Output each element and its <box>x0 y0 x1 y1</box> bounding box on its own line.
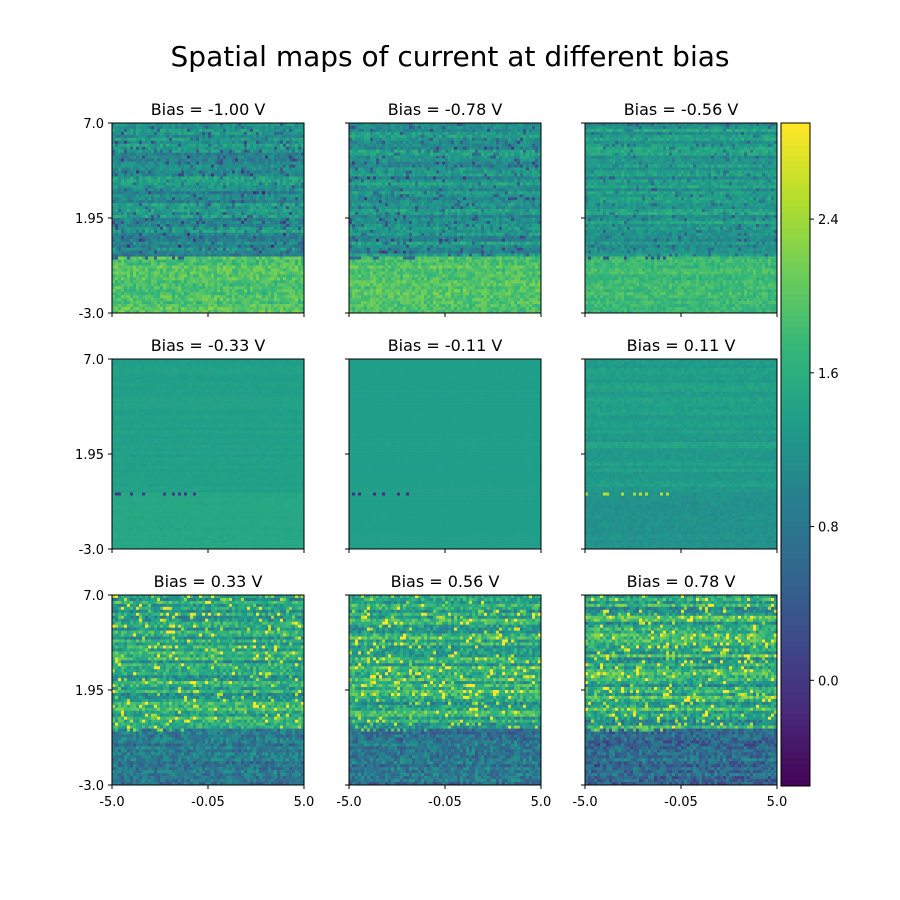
panel-7: Bias = 0.33 V -5.0 -0.05 5.0 7.0 1.95 -3.0 <box>75 572 314 810</box>
y-tick-label: -3.0 <box>79 543 104 558</box>
colorbar-tick-label: 0.8 <box>818 521 839 536</box>
panel-title: Bias = -0.11 V <box>388 336 503 355</box>
y-tick-label: 1.95 <box>75 212 104 227</box>
colorbar-tick-label: 0.0 <box>818 674 839 689</box>
x-tick-label: -0.05 <box>664 795 698 810</box>
y-tick-label: -3.0 <box>79 307 104 322</box>
panel-8: Bias = 0.56 V -5.0 -0.05 5.0 <box>336 572 551 810</box>
panel-3: Bias = -0.56 V <box>581 100 777 317</box>
heatmap-cells <box>585 595 777 785</box>
heatmap-cells <box>349 595 541 785</box>
y-tick-label: 1.95 <box>75 448 104 463</box>
heatmap-cells <box>349 359 541 549</box>
panel-9: Bias = 0.78 V -5.0 -0.05 5.0 <box>572 572 787 810</box>
colorbar-gradient <box>781 123 810 787</box>
x-tick-label: -0.05 <box>428 795 462 810</box>
heatmap-cells <box>112 359 304 549</box>
x-tick-label: -5.0 <box>336 795 361 810</box>
panel-title: Bias = 0.11 V <box>627 336 736 355</box>
heatmap-cells <box>112 123 304 313</box>
panel-5: Bias = -0.11 V <box>345 336 541 553</box>
y-tick-label: 7.0 <box>83 589 104 604</box>
panel-6: Bias = 0.11 V <box>581 336 777 553</box>
panel-title: Bias = 0.33 V <box>154 572 263 591</box>
panel-title: Bias = -0.33 V <box>151 336 266 355</box>
heatmap-cells <box>349 123 541 313</box>
y-tick-label: -3.0 <box>79 779 104 794</box>
x-tick-label: -0.05 <box>191 795 225 810</box>
x-tick-label: 5.0 <box>531 795 552 810</box>
panel-title: Bias = -1.00 V <box>151 100 266 119</box>
colorbar-tick-label: 2.4 <box>818 213 839 228</box>
x-tick-label: -5.0 <box>572 795 597 810</box>
y-tick-label: 7.0 <box>83 353 104 368</box>
y-tick-label: 1.95 <box>75 684 104 699</box>
heatmap-cells <box>585 123 777 313</box>
heatmap-cells <box>585 359 777 549</box>
panel-title: Bias = 0.78 V <box>627 572 736 591</box>
panel-title: Bias = -0.56 V <box>624 100 739 119</box>
colorbar-tick-label: 1.6 <box>818 367 839 382</box>
panel-title: Bias = -0.78 V <box>388 100 503 119</box>
panel-4: Bias = -0.33 V 7.0 1.95 -3.0 <box>75 336 304 558</box>
panel-1: Bias = -1.00 V 7.0 1.95 -3.0 <box>75 100 304 322</box>
y-tick-label: 7.0 <box>83 117 104 132</box>
x-tick-label: 5.0 <box>294 795 315 810</box>
panel-title: Bias = 0.56 V <box>391 572 500 591</box>
x-tick-label: -5.0 <box>99 795 124 810</box>
panel-2: Bias = -0.78 V <box>345 100 541 317</box>
x-tick-label: 5.0 <box>767 795 788 810</box>
heatmap-cells <box>112 595 304 785</box>
colorbar: 2.4 1.6 0.8 0.0 <box>781 123 839 787</box>
